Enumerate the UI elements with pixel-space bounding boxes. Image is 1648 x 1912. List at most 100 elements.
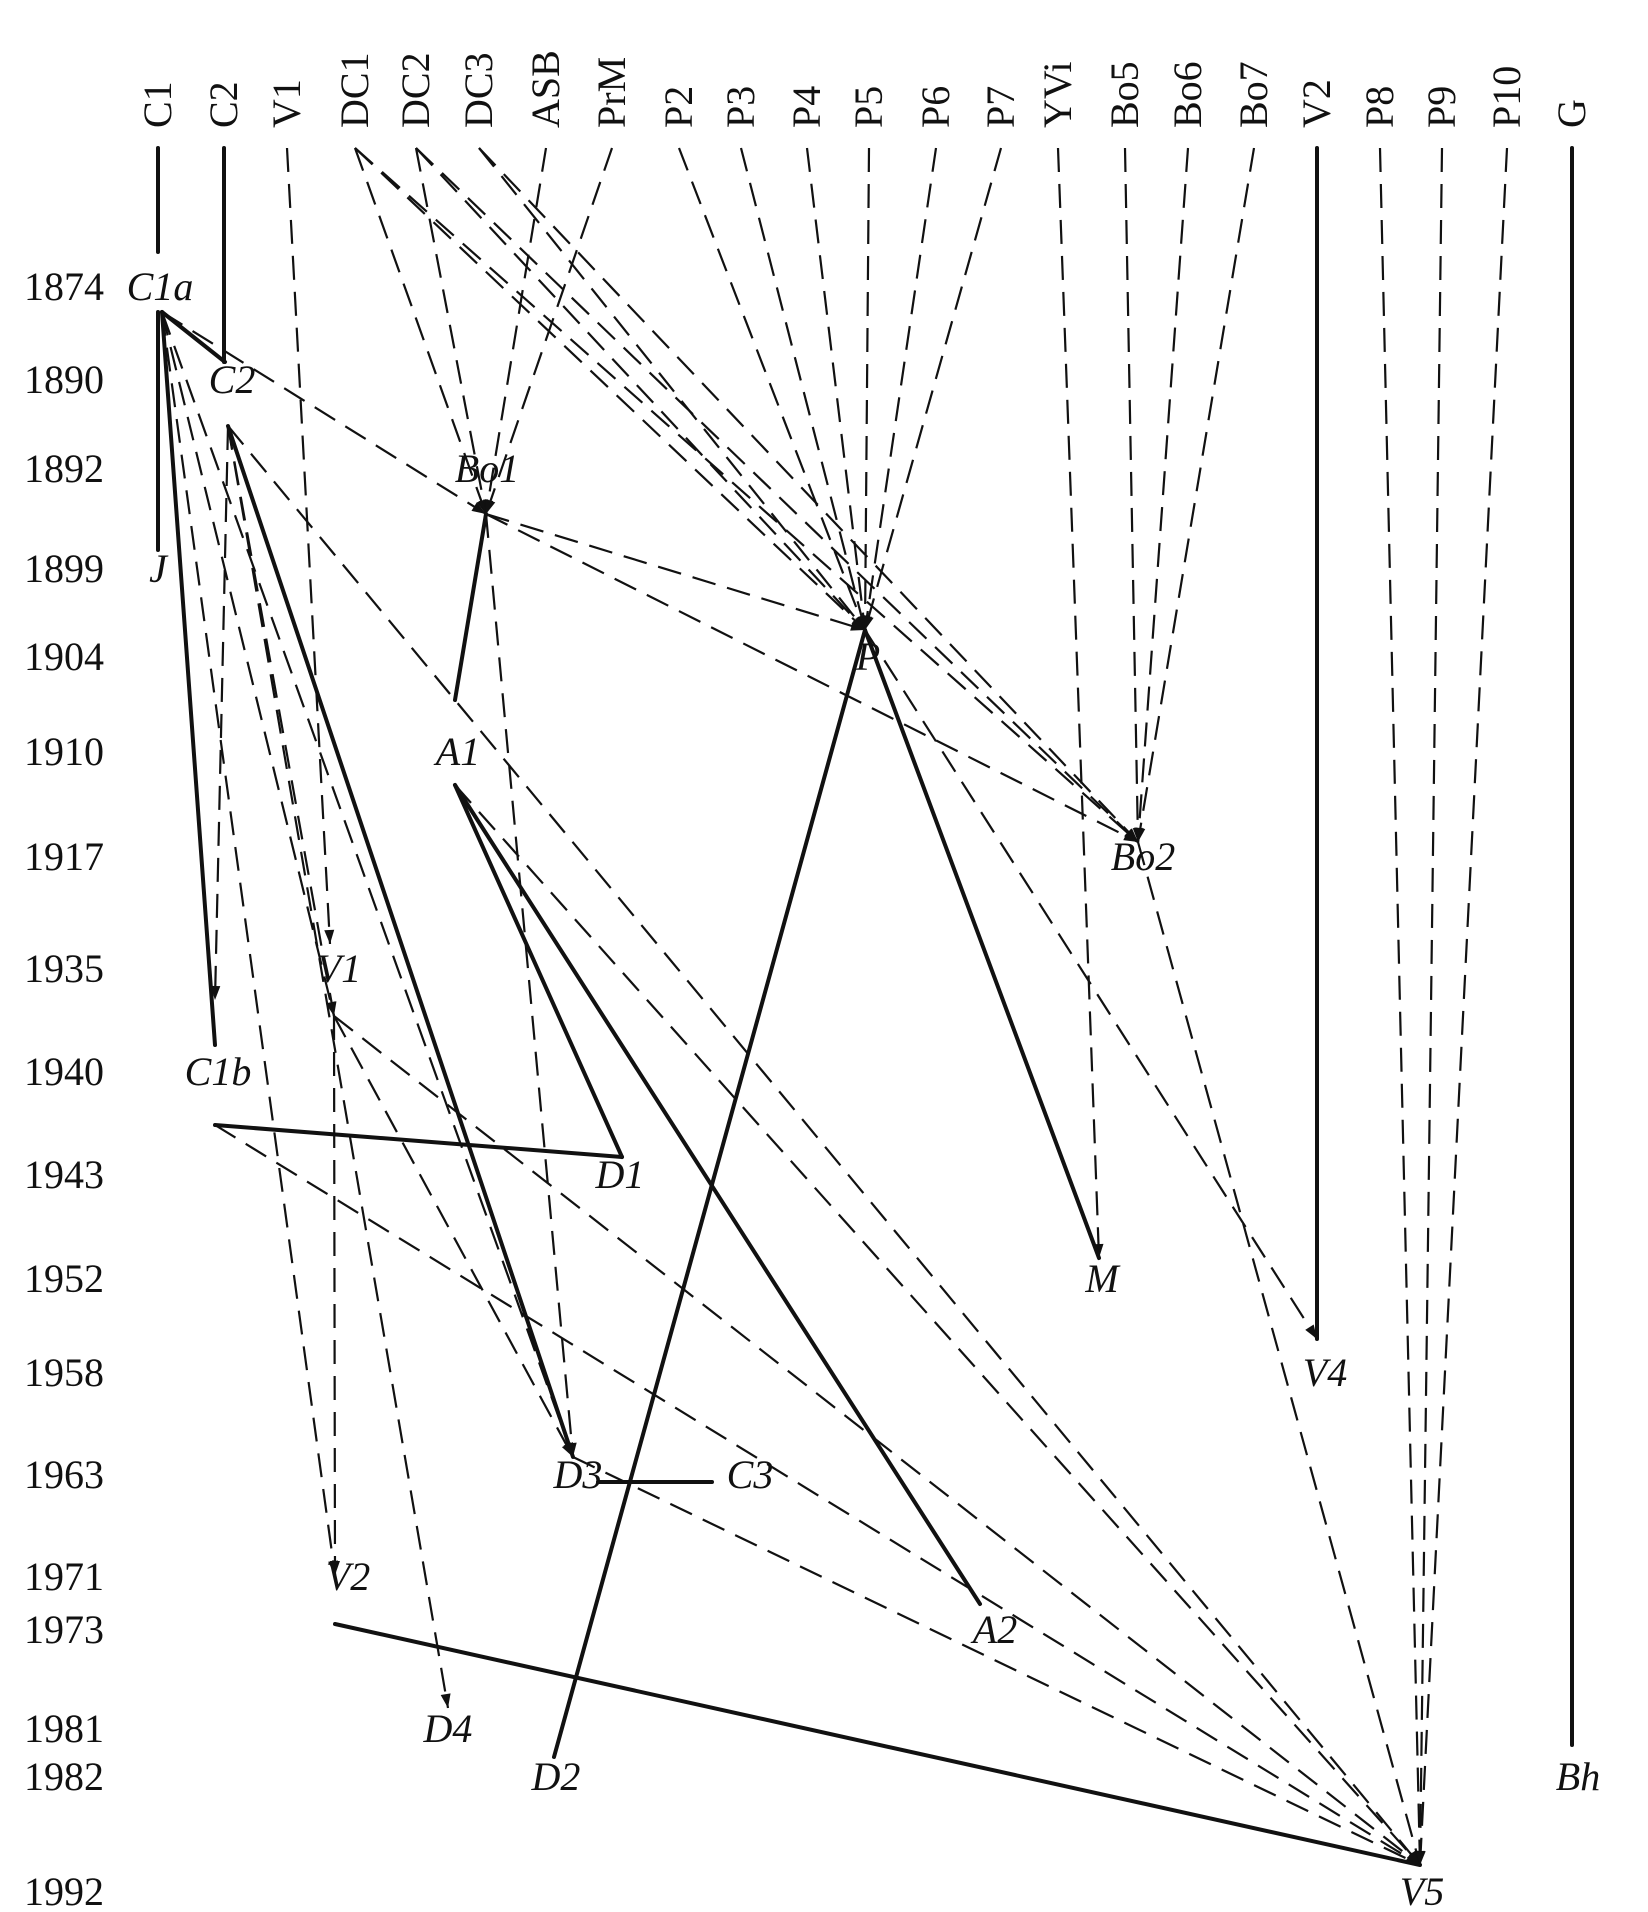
node-labels: C1a C2 Bo1 J P A1 Bo2 V1 C1b D1 M V4 D3 C3 V2 A2 D4 D2 Bh V… [127, 264, 1601, 1912]
edge-arrowhead [471, 502, 486, 514]
node-v4: V4 [1303, 1350, 1347, 1395]
edge-c1a-to-c1b [160, 310, 217, 1047]
edge-p6-to-p [863, 147, 938, 631]
edge-arrowhead [485, 499, 496, 514]
edge-p7-to-p [863, 147, 1003, 631]
edge-p-to-d2 [552, 628, 867, 1759]
edge-arrowhead [1305, 1324, 1317, 1339]
node-a2: A2 [970, 1607, 1017, 1652]
source-label: P7 [978, 86, 1023, 128]
edge-p2-to-p [677, 147, 867, 631]
edge-yvi-to-m [1056, 147, 1101, 1259]
edge-bo1-to-d3 [484, 513, 575, 1458]
edge-c2-to-d4 [226, 425, 450, 1709]
edge-p-to-m [863, 628, 1101, 1260]
edge-arrowhead [850, 621, 865, 631]
edge-p9-to-v5 [1418, 147, 1444, 1866]
edge-c1a-to-bo1 [161, 311, 487, 515]
edge-c1b-to-d1 [213, 1123, 624, 1159]
edge-c2-to-d3 [226, 424, 575, 1459]
edge-c1a-to-d3 [160, 311, 575, 1458]
node-v5: V5 [1400, 1869, 1444, 1912]
node-m: M [1084, 1256, 1121, 1301]
node-d2: D2 [531, 1754, 581, 1799]
source-label: DC1 [332, 52, 377, 128]
source-label: Bo6 [1165, 61, 1210, 128]
source-label: DC2 [393, 52, 438, 128]
source-label: P8 [1357, 86, 1402, 128]
edge-bo2-to-v5 [1136, 841, 1422, 1866]
edge-bo1-to-a1 [453, 512, 488, 702]
source-label: V2 [1294, 79, 1339, 128]
source-label: DC3 [456, 52, 501, 128]
year-label: 1981 [24, 1706, 104, 1751]
edge-v2-to-v5 [333, 1622, 1422, 1867]
node-bh: Bh [1556, 1754, 1600, 1799]
year-label: 1940 [24, 1049, 104, 1094]
year-label: 1890 [24, 357, 104, 402]
node-j: J [149, 546, 169, 591]
year-label: 1892 [24, 446, 104, 491]
year-axis: 1874 1890 1892 1899 1904 1910 1917 1935 1940 1943… [24, 264, 104, 1912]
node-v2: V2 [326, 1554, 370, 1599]
source-label: P5 [846, 86, 891, 128]
year-label: 1973 [24, 1607, 104, 1652]
edge-v1-to-v5 [333, 1015, 1421, 1866]
edge-v1-to-d3 [333, 1015, 574, 1458]
edge-arrowhead [324, 929, 335, 944]
edge-arrowhead [326, 1001, 337, 1016]
edge-dc3-to-bo2 [478, 147, 1139, 843]
edge-c1a-to-v1 [160, 311, 336, 1017]
edge-p4-to-p [805, 147, 867, 631]
node-d3: D3 [553, 1452, 603, 1497]
edge-arrowhead [561, 1442, 573, 1457]
node-c1b: C1b [185, 1049, 252, 1094]
source-label: P3 [718, 86, 763, 128]
edge-bo6-to-bo2 [1136, 147, 1190, 843]
year-label: 1971 [24, 1554, 104, 1599]
node-a1: A1 [433, 729, 480, 774]
source-label: V1 [264, 79, 309, 128]
edge-dc1-to-bo2 [354, 147, 1139, 843]
stemma-edges [156, 146, 1574, 1867]
source-label: C2 [201, 81, 246, 128]
edge-arrowhead [210, 985, 221, 1000]
edge-arrowhead [1123, 831, 1138, 842]
node-bo1: Bo1 [455, 446, 519, 491]
source-label: P4 [784, 86, 829, 128]
edge-bo1-to-bo2 [485, 513, 1139, 843]
edge-c1b-to-v5 [214, 1124, 1421, 1866]
year-label: 1874 [24, 264, 104, 309]
source-label: Bo7 [1231, 61, 1276, 128]
source-label: P9 [1419, 86, 1464, 128]
year-label: 1952 [24, 1256, 104, 1301]
source-label: Bo5 [1102, 61, 1147, 128]
edge-c2-to-v5 [227, 425, 1421, 1866]
edge-dc2-to-bo1 [414, 147, 488, 515]
year-label: 1917 [24, 834, 104, 879]
node-p: P [855, 634, 880, 679]
source-label: P10 [1484, 66, 1529, 128]
edge-arrowhead [329, 1560, 340, 1575]
edge-p-to-v4 [864, 629, 1318, 1340]
year-label: 1935 [24, 946, 104, 991]
edge-c2-to-v1 [226, 425, 336, 1017]
node-d1: D1 [595, 1152, 645, 1197]
node-c3: C3 [727, 1452, 774, 1497]
year-label: 1982 [24, 1754, 104, 1799]
edge-bo5-to-bo2 [1123, 147, 1140, 843]
edge-c2-to-c1b [213, 425, 230, 1001]
edge-asb-to-bo1 [484, 147, 548, 515]
node-c2: C2 [209, 357, 256, 402]
node-c1a: C1a [127, 264, 194, 309]
edge-dc2-to-p [415, 147, 866, 631]
edge-arrowhead [852, 615, 865, 630]
edge-c1a-to-v2 [160, 311, 337, 1576]
source-label: ASB [523, 50, 568, 128]
year-label: 1992 [24, 1869, 104, 1912]
edge-dc1-to-p [354, 147, 866, 631]
edge-arrowhead [1406, 1851, 1420, 1865]
edge-arrowhead [440, 1693, 451, 1708]
edge-c1a-to-c2 [160, 310, 227, 364]
